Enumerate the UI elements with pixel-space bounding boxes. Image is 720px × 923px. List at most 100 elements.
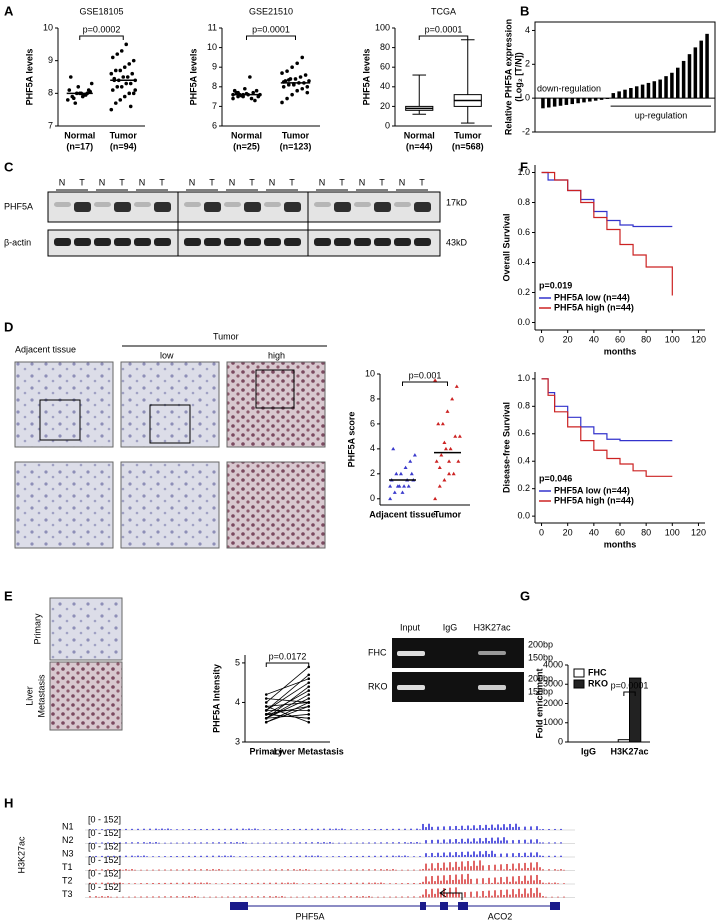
peak: [290, 883, 292, 884]
peak: [491, 837, 493, 844]
gel-row: FHC: [368, 647, 387, 657]
peak: [224, 828, 226, 830]
peak: [506, 853, 508, 857]
peak: [263, 842, 265, 844]
gel-band: [478, 651, 506, 655]
peak: [182, 829, 184, 830]
point: [307, 677, 311, 681]
peak: [485, 883, 487, 884]
bar: [687, 54, 692, 99]
point: [305, 85, 310, 89]
peak: [518, 826, 520, 830]
peak: [482, 854, 484, 857]
peak: [374, 842, 376, 844]
y-tick-label: 8: [370, 393, 375, 403]
peak: [530, 888, 532, 898]
peak: [293, 882, 295, 884]
peak: [527, 893, 529, 898]
peak: [479, 896, 481, 898]
peak: [431, 839, 433, 844]
peak: [248, 828, 250, 830]
peak: [506, 840, 508, 844]
peak: [434, 856, 436, 857]
peak: [197, 883, 199, 884]
peak: [506, 827, 508, 830]
peak: [344, 896, 346, 898]
peak: [191, 896, 193, 898]
peak: [404, 855, 406, 857]
lane-label: T: [339, 177, 345, 187]
point: [451, 471, 456, 476]
peak: [509, 869, 511, 871]
peak: [371, 896, 373, 898]
peak: [356, 855, 358, 857]
peak: [215, 896, 217, 898]
peak: [512, 889, 514, 898]
peak: [386, 869, 388, 871]
peak: [533, 867, 535, 871]
peak: [515, 856, 517, 857]
y-tick-label: 6: [370, 418, 375, 428]
peak: [305, 869, 307, 871]
peak: [332, 842, 334, 844]
peak: [458, 842, 460, 844]
x-tick-label: 40: [589, 334, 599, 344]
peak: [305, 855, 307, 857]
peak: [437, 888, 439, 898]
peak: [128, 869, 130, 871]
y-tick-label: 3: [235, 736, 240, 746]
peak: [362, 842, 364, 844]
peak: [530, 862, 532, 871]
exon: [458, 902, 468, 910]
peak: [500, 864, 502, 871]
peak: [377, 896, 379, 898]
legend-swatch: [573, 668, 585, 678]
peak: [101, 896, 103, 898]
peak: [308, 869, 310, 871]
peak: [350, 896, 352, 898]
bar: [629, 677, 642, 743]
band: [264, 202, 281, 207]
point: [412, 453, 417, 457]
peak: [212, 842, 214, 844]
peak: [464, 866, 466, 871]
peak: [401, 869, 403, 871]
point: [86, 88, 91, 92]
peak: [563, 896, 565, 898]
peak: [386, 828, 388, 830]
point: [307, 697, 311, 700]
peak: [245, 869, 247, 871]
peak: [176, 882, 178, 884]
peak: [170, 869, 172, 871]
panel-label: B: [520, 3, 529, 18]
peak: [209, 869, 211, 871]
peak: [164, 869, 166, 871]
peak: [563, 883, 565, 884]
peak: [317, 855, 319, 857]
bar: [564, 98, 569, 105]
peak: [293, 869, 295, 871]
y-tick-label: 10: [43, 22, 53, 32]
y-tick-label: 10: [207, 42, 217, 52]
peak: [344, 856, 346, 857]
peak: [95, 829, 97, 830]
point: [307, 713, 311, 716]
x-tick-label: Tumor: [434, 509, 462, 519]
point: [437, 465, 442, 469]
peak: [485, 896, 487, 898]
peak: [458, 829, 460, 830]
size-label: 43kD: [446, 237, 468, 247]
peak: [311, 842, 313, 844]
bar: [670, 72, 674, 99]
legend-label: PHF5A low (n=44): [554, 485, 630, 495]
x-tick-note: (n=568): [452, 141, 484, 151]
track-scale: [0 - 152]: [88, 841, 121, 851]
peak: [269, 896, 271, 898]
peak: [158, 896, 160, 898]
peak: [182, 896, 184, 898]
peak: [371, 883, 373, 884]
peak: [428, 868, 430, 871]
peak: [116, 896, 118, 898]
peak: [488, 865, 490, 871]
point: [121, 75, 126, 79]
